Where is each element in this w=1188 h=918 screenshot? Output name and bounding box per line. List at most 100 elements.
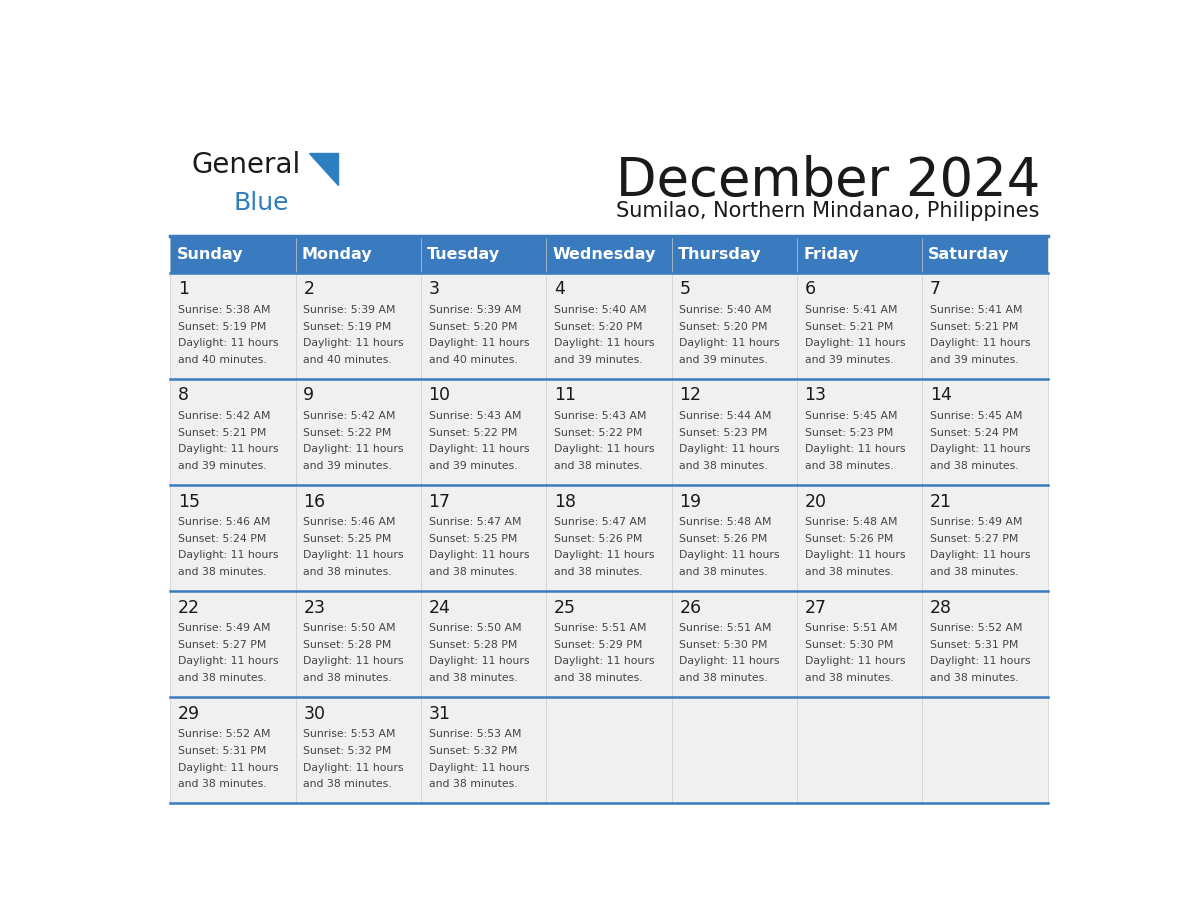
Text: Sunset: 5:23 PM: Sunset: 5:23 PM — [680, 428, 767, 438]
Text: Sunset: 5:32 PM: Sunset: 5:32 PM — [303, 746, 392, 756]
Text: Sunset: 5:28 PM: Sunset: 5:28 PM — [303, 640, 392, 650]
Text: Sunrise: 5:50 AM: Sunrise: 5:50 AM — [429, 623, 522, 633]
Bar — [170, 591, 1048, 697]
Text: Daylight: 11 hours: Daylight: 11 hours — [554, 338, 655, 348]
Text: 3: 3 — [429, 280, 440, 298]
Text: Blue: Blue — [234, 191, 289, 215]
Text: Sunrise: 5:51 AM: Sunrise: 5:51 AM — [680, 623, 772, 633]
Text: Sunrise: 5:49 AM: Sunrise: 5:49 AM — [178, 623, 271, 633]
Text: 31: 31 — [429, 705, 450, 722]
Text: and 38 minutes.: and 38 minutes. — [804, 461, 893, 471]
Text: Sunset: 5:29 PM: Sunset: 5:29 PM — [554, 640, 643, 650]
Text: Daylight: 11 hours: Daylight: 11 hours — [429, 763, 529, 773]
Text: Sunrise: 5:53 AM: Sunrise: 5:53 AM — [303, 730, 396, 739]
Text: and 38 minutes.: and 38 minutes. — [178, 779, 266, 789]
Text: Sunrise: 5:42 AM: Sunrise: 5:42 AM — [178, 411, 271, 421]
Text: Sunday: Sunday — [176, 247, 242, 262]
Text: and 38 minutes.: and 38 minutes. — [429, 779, 517, 789]
Text: 29: 29 — [178, 705, 200, 722]
Text: and 40 minutes.: and 40 minutes. — [429, 354, 517, 364]
Text: Sunrise: 5:52 AM: Sunrise: 5:52 AM — [178, 730, 271, 739]
Text: 1: 1 — [178, 280, 189, 298]
Text: Sunset: 5:25 PM: Sunset: 5:25 PM — [303, 533, 392, 543]
Text: Sunset: 5:21 PM: Sunset: 5:21 PM — [804, 321, 893, 331]
Text: Sunrise: 5:44 AM: Sunrise: 5:44 AM — [680, 411, 772, 421]
Text: and 38 minutes.: and 38 minutes. — [680, 461, 767, 471]
Text: Sunrise: 5:39 AM: Sunrise: 5:39 AM — [303, 305, 396, 315]
Text: Sunset: 5:26 PM: Sunset: 5:26 PM — [680, 533, 767, 543]
Text: Sunrise: 5:53 AM: Sunrise: 5:53 AM — [429, 730, 522, 739]
Bar — [170, 485, 1048, 591]
Text: Sunrise: 5:48 AM: Sunrise: 5:48 AM — [804, 517, 897, 527]
Text: Daylight: 11 hours: Daylight: 11 hours — [303, 338, 404, 348]
Text: 14: 14 — [930, 386, 952, 405]
Text: and 39 minutes.: and 39 minutes. — [554, 354, 643, 364]
Text: and 39 minutes.: and 39 minutes. — [303, 461, 392, 471]
Text: Daylight: 11 hours: Daylight: 11 hours — [680, 656, 779, 666]
Text: 19: 19 — [680, 493, 701, 510]
Text: Daylight: 11 hours: Daylight: 11 hours — [303, 763, 404, 773]
Text: Daylight: 11 hours: Daylight: 11 hours — [930, 338, 1030, 348]
Text: Sunset: 5:32 PM: Sunset: 5:32 PM — [429, 746, 517, 756]
Text: Daylight: 11 hours: Daylight: 11 hours — [178, 763, 278, 773]
Text: Daylight: 11 hours: Daylight: 11 hours — [804, 550, 905, 560]
Text: 7: 7 — [930, 280, 941, 298]
Text: and 38 minutes.: and 38 minutes. — [554, 673, 643, 683]
Text: Daylight: 11 hours: Daylight: 11 hours — [429, 656, 529, 666]
Text: and 38 minutes.: and 38 minutes. — [178, 673, 266, 683]
Text: Wednesday: Wednesday — [552, 247, 656, 262]
Text: Friday: Friday — [803, 247, 859, 262]
Text: and 38 minutes.: and 38 minutes. — [680, 566, 767, 577]
Text: Sunrise: 5:45 AM: Sunrise: 5:45 AM — [930, 411, 1023, 421]
Text: 9: 9 — [303, 386, 315, 405]
Text: and 38 minutes.: and 38 minutes. — [554, 566, 643, 577]
Text: and 39 minutes.: and 39 minutes. — [680, 354, 767, 364]
Text: and 39 minutes.: and 39 minutes. — [429, 461, 517, 471]
Text: 30: 30 — [303, 705, 326, 722]
Text: Daylight: 11 hours: Daylight: 11 hours — [303, 550, 404, 560]
Text: Daylight: 11 hours: Daylight: 11 hours — [804, 444, 905, 454]
Text: Sunset: 5:26 PM: Sunset: 5:26 PM — [804, 533, 893, 543]
Text: 26: 26 — [680, 599, 701, 617]
Text: Sunset: 5:22 PM: Sunset: 5:22 PM — [303, 428, 392, 438]
Text: General: General — [191, 151, 301, 179]
Text: and 38 minutes.: and 38 minutes. — [804, 566, 893, 577]
Text: 17: 17 — [429, 493, 450, 510]
Text: 6: 6 — [804, 280, 816, 298]
Text: Sunrise: 5:50 AM: Sunrise: 5:50 AM — [303, 623, 396, 633]
Text: Sunset: 5:23 PM: Sunset: 5:23 PM — [804, 428, 893, 438]
Text: Sunrise: 5:47 AM: Sunrise: 5:47 AM — [554, 517, 646, 527]
Text: Sunset: 5:30 PM: Sunset: 5:30 PM — [680, 640, 767, 650]
Text: Tuesday: Tuesday — [426, 247, 500, 262]
Text: 24: 24 — [429, 599, 450, 617]
Text: 28: 28 — [930, 599, 952, 617]
Text: Sunset: 5:20 PM: Sunset: 5:20 PM — [680, 321, 767, 331]
Text: 13: 13 — [804, 386, 827, 405]
Text: 15: 15 — [178, 493, 200, 510]
Text: Sumilao, Northern Mindanao, Philippines: Sumilao, Northern Mindanao, Philippines — [617, 201, 1040, 221]
Text: Sunrise: 5:47 AM: Sunrise: 5:47 AM — [429, 517, 522, 527]
Text: and 38 minutes.: and 38 minutes. — [303, 566, 392, 577]
Text: Sunrise: 5:48 AM: Sunrise: 5:48 AM — [680, 517, 772, 527]
Text: and 39 minutes.: and 39 minutes. — [804, 354, 893, 364]
Text: Daylight: 11 hours: Daylight: 11 hours — [178, 444, 278, 454]
Text: Daylight: 11 hours: Daylight: 11 hours — [429, 550, 529, 560]
Text: Daylight: 11 hours: Daylight: 11 hours — [680, 338, 779, 348]
Text: 18: 18 — [554, 493, 576, 510]
Text: Sunrise: 5:43 AM: Sunrise: 5:43 AM — [429, 411, 522, 421]
Text: and 38 minutes.: and 38 minutes. — [303, 673, 392, 683]
Text: Sunset: 5:31 PM: Sunset: 5:31 PM — [178, 746, 266, 756]
Text: Daylight: 11 hours: Daylight: 11 hours — [680, 444, 779, 454]
Text: 25: 25 — [554, 599, 576, 617]
Text: Daylight: 11 hours: Daylight: 11 hours — [554, 550, 655, 560]
Text: Daylight: 11 hours: Daylight: 11 hours — [178, 656, 278, 666]
Text: and 38 minutes.: and 38 minutes. — [554, 461, 643, 471]
Text: Sunrise: 5:46 AM: Sunrise: 5:46 AM — [303, 517, 396, 527]
Text: 22: 22 — [178, 599, 200, 617]
Text: and 38 minutes.: and 38 minutes. — [303, 779, 392, 789]
Text: Sunrise: 5:43 AM: Sunrise: 5:43 AM — [554, 411, 646, 421]
Text: and 39 minutes.: and 39 minutes. — [930, 354, 1018, 364]
Text: 4: 4 — [554, 280, 564, 298]
Text: Sunrise: 5:41 AM: Sunrise: 5:41 AM — [804, 305, 897, 315]
Text: and 38 minutes.: and 38 minutes. — [178, 566, 266, 577]
